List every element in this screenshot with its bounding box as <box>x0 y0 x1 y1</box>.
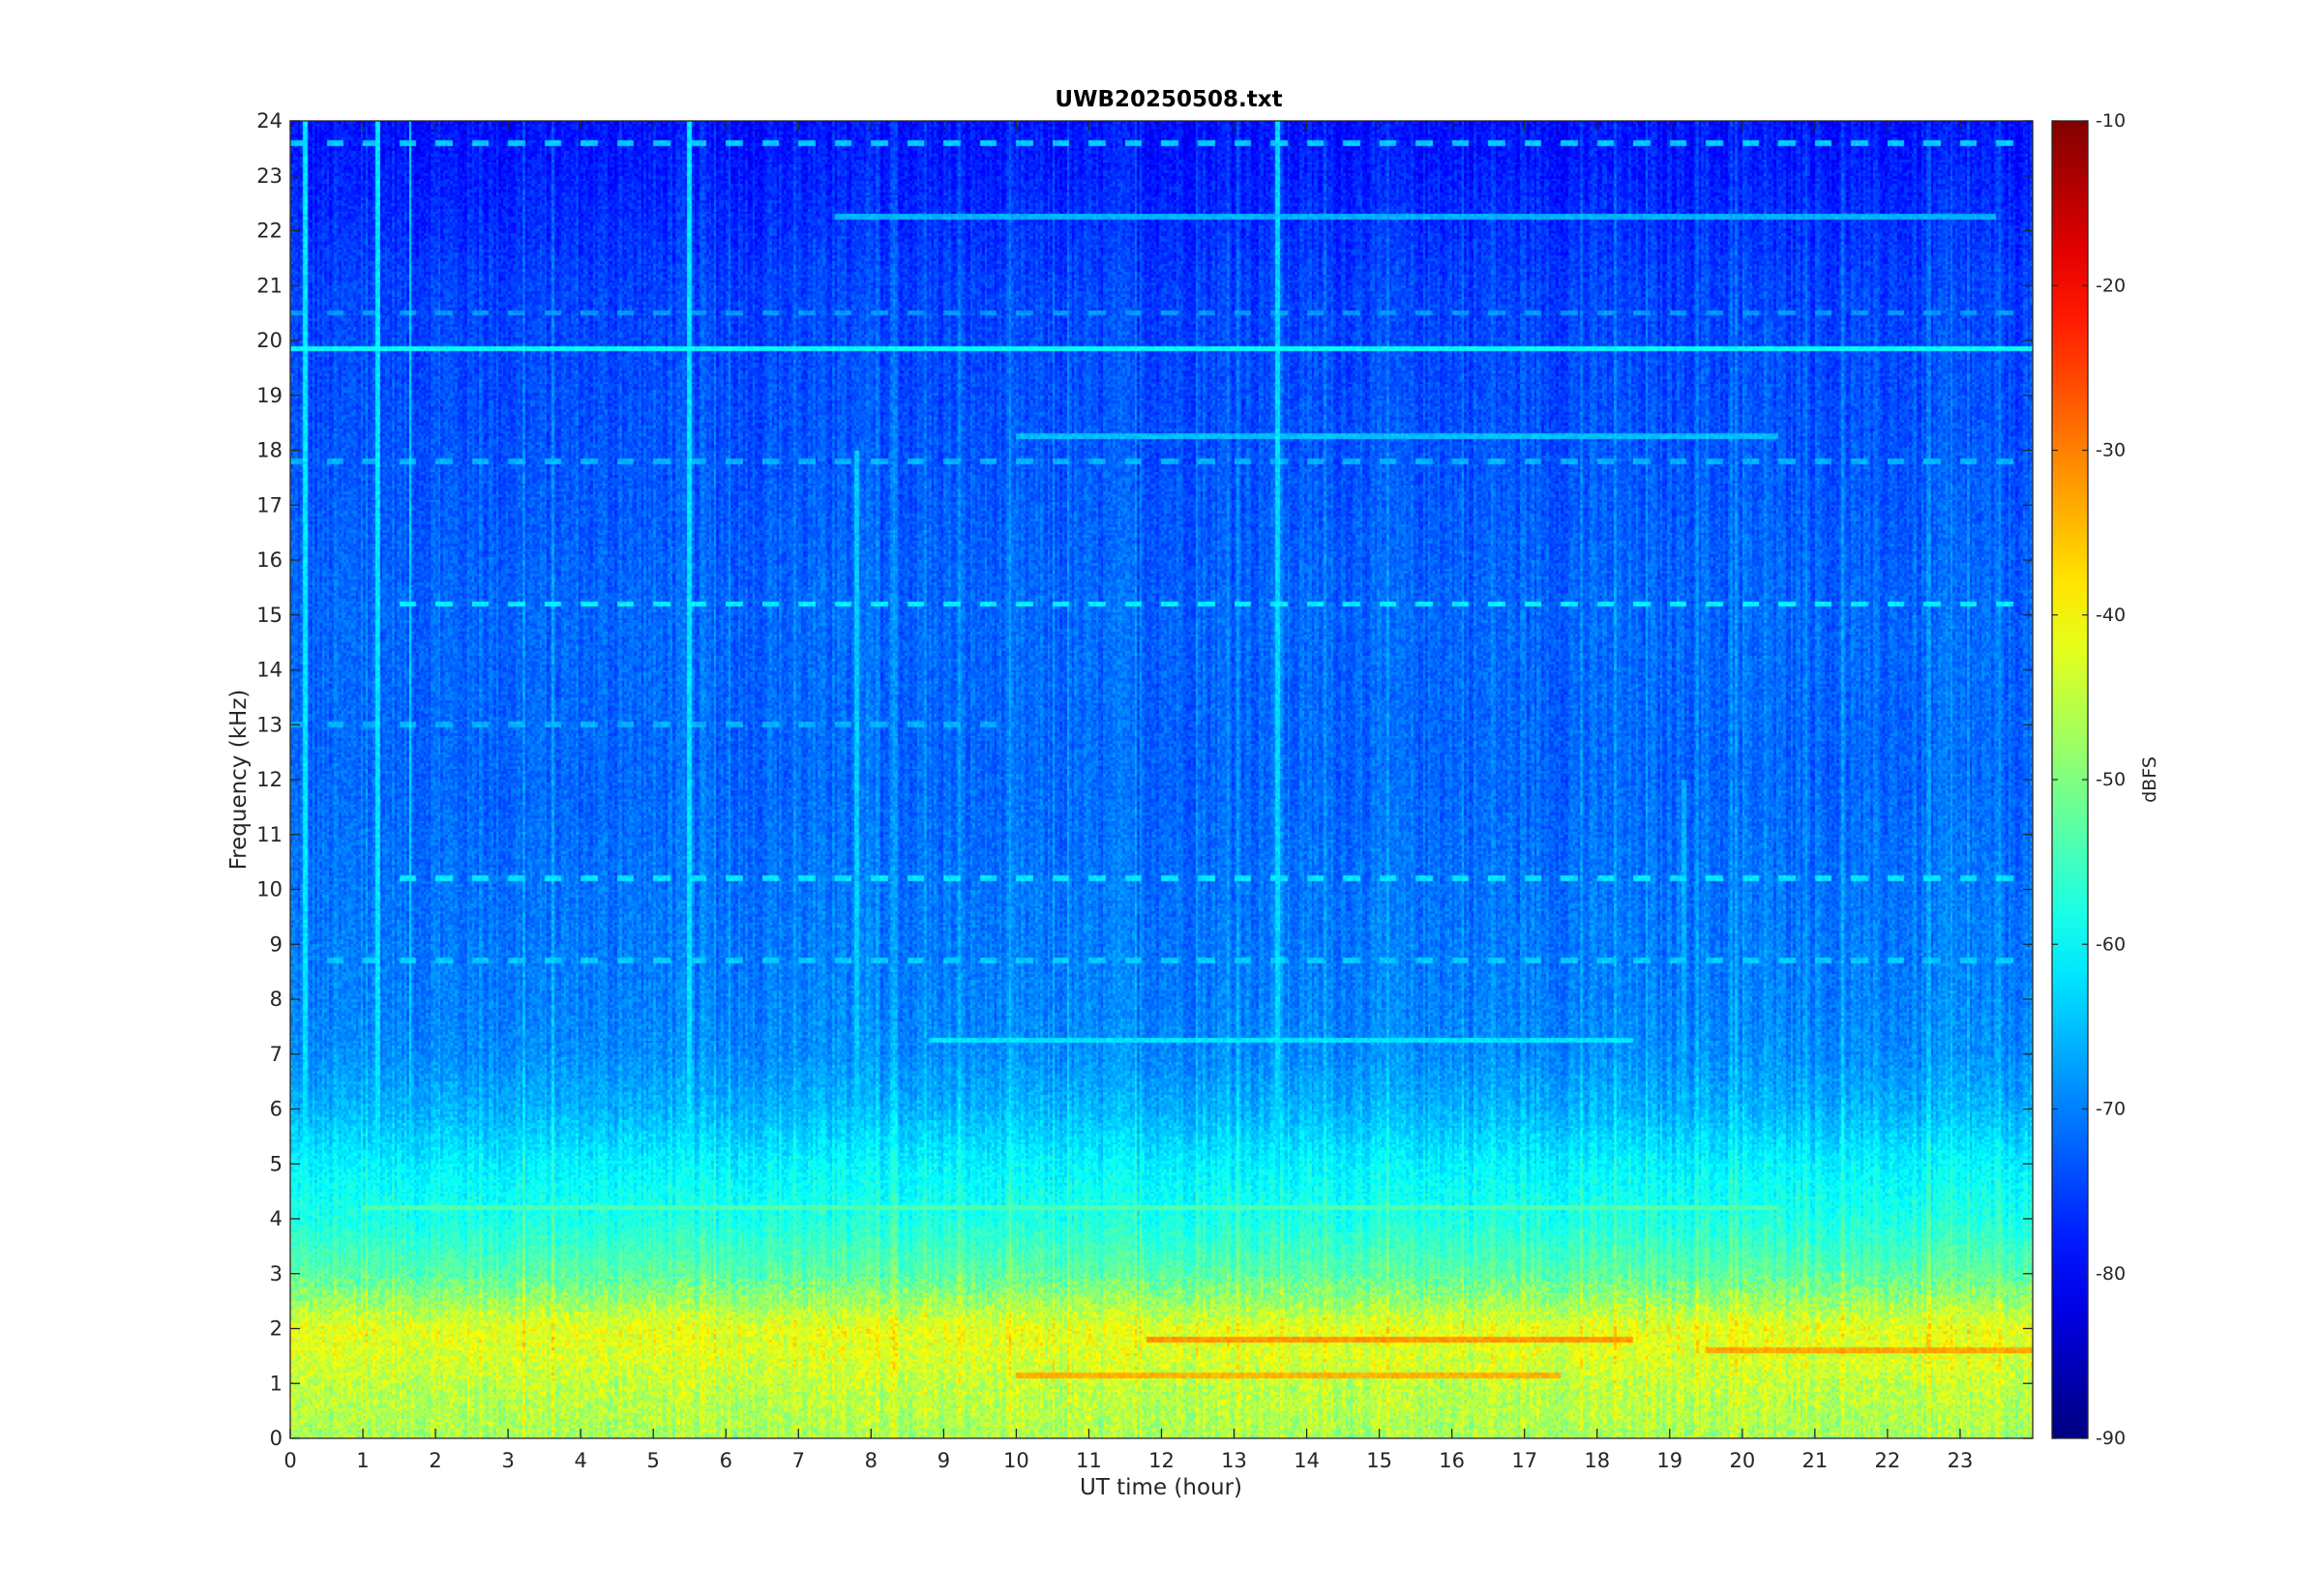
x-tick-label: 19 <box>1656 1449 1682 1472</box>
x-tick-label: 1 <box>356 1449 369 1472</box>
y-tick-label: 21 <box>256 274 283 297</box>
colorbar-tick-label: -40 <box>2096 605 2126 626</box>
x-tick-label: 17 <box>1511 1449 1537 1472</box>
colorbar-tick-label: -60 <box>2096 933 2126 955</box>
x-tick-label: 4 <box>574 1449 586 1472</box>
x-tick-label: 9 <box>938 1449 950 1472</box>
x-tick-label: 22 <box>1875 1449 1901 1472</box>
y-tick-label: 7 <box>270 1043 283 1066</box>
colorbar-tick-label: -20 <box>2096 275 2126 296</box>
x-axis: 0 1 2 3 4 5 6 7 8 9 10 11 12 13 14 15 16 17 18 19 20 21 22 23 <box>283 121 1973 1472</box>
x-tick-label: 18 <box>1584 1449 1610 1472</box>
chart-title: UWB20250508.txt <box>1055 87 1282 112</box>
x-tick-label: 23 <box>1948 1449 1974 1472</box>
y-tick-label: 20 <box>256 329 283 352</box>
colorbar-title: dBFS <box>2139 756 2160 803</box>
y-axis-title: Frequency (kHz) <box>226 690 252 871</box>
x-tick-label: 0 <box>283 1449 296 1472</box>
y-tick-label: 24 <box>256 109 283 133</box>
spectrogram-image <box>290 121 2033 1438</box>
x-tick-label: 2 <box>429 1449 441 1472</box>
x-tick-label: 12 <box>1148 1449 1175 1472</box>
colorbar-tick-label: -10 <box>2096 110 2126 132</box>
x-tick-label: 16 <box>1439 1449 1465 1472</box>
x-tick-label: 6 <box>720 1449 732 1472</box>
x-tick-label: 14 <box>1294 1449 1320 1472</box>
y-tick-label: 2 <box>270 1317 283 1341</box>
x-tick-label: 13 <box>1221 1449 1247 1472</box>
colorbar-tick-label: -50 <box>2096 769 2126 790</box>
y-tick-label: 17 <box>256 493 283 517</box>
x-tick-label: 20 <box>1729 1449 1755 1472</box>
x-tick-label: 7 <box>792 1449 805 1472</box>
spectrogram-plot-area <box>289 120 2034 1439</box>
y-tick-label: 9 <box>270 932 283 956</box>
y-tick-label: 23 <box>256 164 283 188</box>
colorbar-tick-label: -30 <box>2096 440 2126 461</box>
colorbar-tick-label: -90 <box>2096 1428 2126 1449</box>
y-tick-label: 6 <box>270 1098 283 1121</box>
y-tick-label: 11 <box>256 823 283 846</box>
y-tick-label: 3 <box>270 1262 283 1286</box>
y-tick-label: 19 <box>256 384 283 407</box>
y-tick-label: 16 <box>256 548 283 572</box>
x-tick-label: 8 <box>865 1449 878 1472</box>
y-tick-label: 10 <box>256 878 283 901</box>
y-tick-label: 0 <box>270 1427 283 1450</box>
y-tick-label: 15 <box>256 604 283 627</box>
x-tick-label: 15 <box>1366 1449 1392 1472</box>
x-axis-title: UT time (hour) <box>1080 1475 1242 1500</box>
colorbar-tick-label: -80 <box>2096 1263 2126 1285</box>
x-tick-label: 5 <box>647 1449 660 1472</box>
colorbar-ticks: -10 -20 -30 -40 -50 -60 -70 -80 -90 <box>2052 110 2126 1449</box>
y-tick-label: 22 <box>256 220 283 243</box>
colorbar: -10 -20 -30 -40 -50 -60 -70 -80 -90 dBFS <box>2051 110 2160 1449</box>
y-tick-label: 13 <box>256 713 283 736</box>
x-tick-label: 3 <box>501 1449 514 1472</box>
x-tick-label: 10 <box>1003 1449 1029 1472</box>
y-tick-label: 4 <box>270 1207 283 1230</box>
x-tick-label: 11 <box>1076 1449 1102 1472</box>
y-tick-label: 14 <box>256 659 283 682</box>
y-tick-label: 12 <box>256 768 283 791</box>
colorbar-tick-label: -70 <box>2096 1099 2126 1120</box>
y-tick-label: 8 <box>270 988 283 1011</box>
y-tick-label: 5 <box>270 1152 283 1175</box>
y-tick-label: 18 <box>256 439 283 462</box>
x-tick-label: 21 <box>1802 1449 1829 1472</box>
y-tick-label: 1 <box>270 1372 283 1395</box>
